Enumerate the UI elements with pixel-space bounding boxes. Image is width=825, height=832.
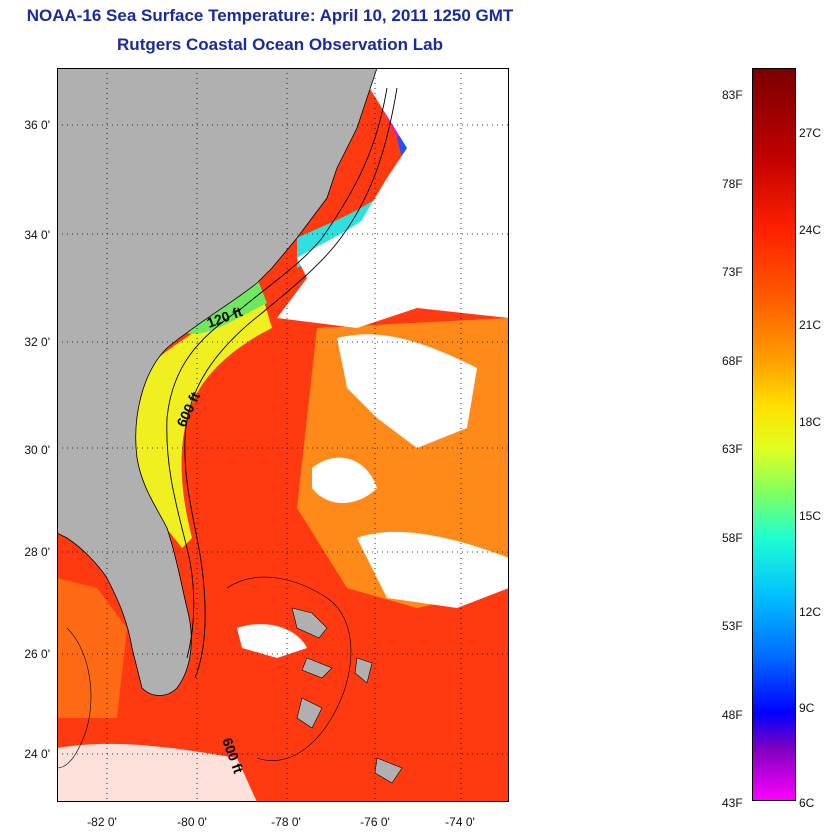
cb-f-63: 63F xyxy=(722,442,743,456)
lat-tick-24: 24 0' xyxy=(24,747,50,761)
cb-f-53: 53F xyxy=(722,619,743,633)
cb-c-6: 6C xyxy=(799,796,815,810)
sst-map: 120 ft 600 ft 600 ft xyxy=(57,68,509,802)
cb-c-9: 9C xyxy=(799,701,815,715)
cb-f-43: 43F xyxy=(722,796,743,810)
lon-tick-82: -82 0' xyxy=(87,815,117,829)
lon-tick-76: -76 0' xyxy=(360,815,390,829)
land-us xyxy=(57,68,378,696)
cb-f-78: 78F xyxy=(722,177,743,191)
contour-120ft xyxy=(166,87,388,659)
cloud-mid xyxy=(337,334,477,448)
cb-f-73: 73F xyxy=(722,265,743,279)
shelf-yellow xyxy=(123,278,272,548)
shelf-green xyxy=(187,278,267,334)
cb-c-12: 12C xyxy=(799,605,822,619)
cb-c-21: 21C xyxy=(799,318,822,332)
lat-tick-30: 30 0' xyxy=(24,443,50,457)
cloud-east xyxy=(357,531,509,608)
contour-keys xyxy=(57,627,92,769)
cb-c-27: 27C xyxy=(799,126,822,140)
cb-f-68: 68F xyxy=(722,354,743,368)
cb-c-18: 18C xyxy=(799,415,822,429)
lat-tick-36: 36 0' xyxy=(24,118,50,132)
bahamas-5 xyxy=(374,757,403,784)
cb-f-58: 58F xyxy=(722,531,743,545)
cloud-small xyxy=(237,624,307,658)
lon-tick-80: -80 0' xyxy=(177,815,207,829)
lat-tick-32: 32 0' xyxy=(24,335,50,349)
lat-tick-28: 28 0' xyxy=(24,545,50,559)
contour-bahamas xyxy=(226,576,352,761)
bahamas-1 xyxy=(291,607,328,639)
lat-tick-34: 34 0' xyxy=(24,228,50,242)
ocean-orange-west xyxy=(57,578,127,718)
bahamas-3 xyxy=(296,697,323,729)
land-gulf xyxy=(57,488,87,528)
cb-f-83: 83F xyxy=(722,88,743,102)
cloud-coast xyxy=(297,208,387,298)
chart-subtitle: Rutgers Coastal Ocean Observation Lab xyxy=(117,35,443,54)
cb-c-15: 15C xyxy=(799,509,822,523)
cb-f-48: 48F xyxy=(722,708,743,722)
island-small xyxy=(142,603,159,616)
lat-tick-26: 26 0' xyxy=(24,647,50,661)
cb-c-24: 24C xyxy=(799,223,822,237)
cloud-center xyxy=(312,457,377,503)
bahamas-4 xyxy=(354,657,373,684)
contour-600ft xyxy=(184,87,398,679)
map-frame xyxy=(57,68,509,802)
bahamas-2 xyxy=(301,657,333,679)
lon-tick-74: -74 0' xyxy=(445,815,475,829)
chart-title: NOAA-16 Sea Surface Temperature: April 1… xyxy=(26,6,514,25)
colorbar-gradient xyxy=(752,68,796,801)
map-grid xyxy=(57,68,509,802)
lon-tick-78: -78 0' xyxy=(271,815,301,829)
colorbar xyxy=(752,68,796,801)
